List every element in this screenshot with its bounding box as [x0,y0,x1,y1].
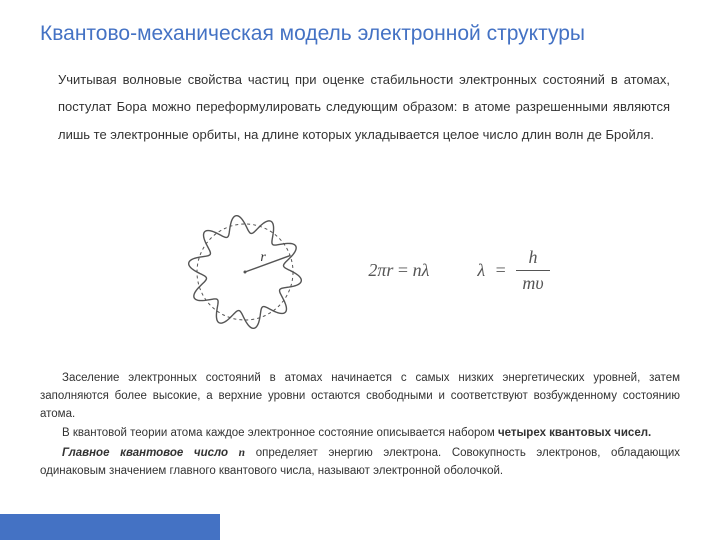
standing-wave-diagram: r [170,200,320,340]
wave-svg [170,200,320,340]
p2c-bold: Главное квантовое число [62,447,239,459]
equation-debroglie: λ = h mυ [477,247,549,294]
equation-orbit: 2πr = nλ [368,260,429,281]
p2b-bold: четырех квантовых чисел. [498,427,651,439]
para-population: Заселение электронных состояний в атомах… [40,370,680,423]
body-paragraphs: Заселение электронных состояний в атомах… [40,370,680,483]
footer-accent-bar [0,514,220,540]
para-principal-number: Главное квантовое число n определяет эне… [40,445,680,481]
para-quantum-numbers: В квантовой теории атома каждое электрон… [40,425,680,443]
eq1-lhs: 2πr [368,260,393,280]
p2b-pre: В квантовой теории атома каждое электрон… [62,427,498,439]
slide: Квантово-механическая модель электронной… [0,0,720,540]
eq2-fraction: h mυ [516,247,549,294]
figure-row: r 2πr = nλ λ = h mυ [0,200,720,340]
eq2-equals: = [496,260,506,281]
radius-label: r [260,250,265,266]
eq2-lhs: λ [477,260,485,281]
intro-paragraph: Учитывая волновые свойства частиц при оц… [58,66,670,148]
eq2-numerator: h [516,247,549,271]
eq2-denominator: mυ [516,271,549,294]
eq1-rhs: nλ [413,260,430,280]
slide-title: Квантово-механическая модель электронной… [40,22,680,46]
eq1-equals: = [398,260,413,280]
